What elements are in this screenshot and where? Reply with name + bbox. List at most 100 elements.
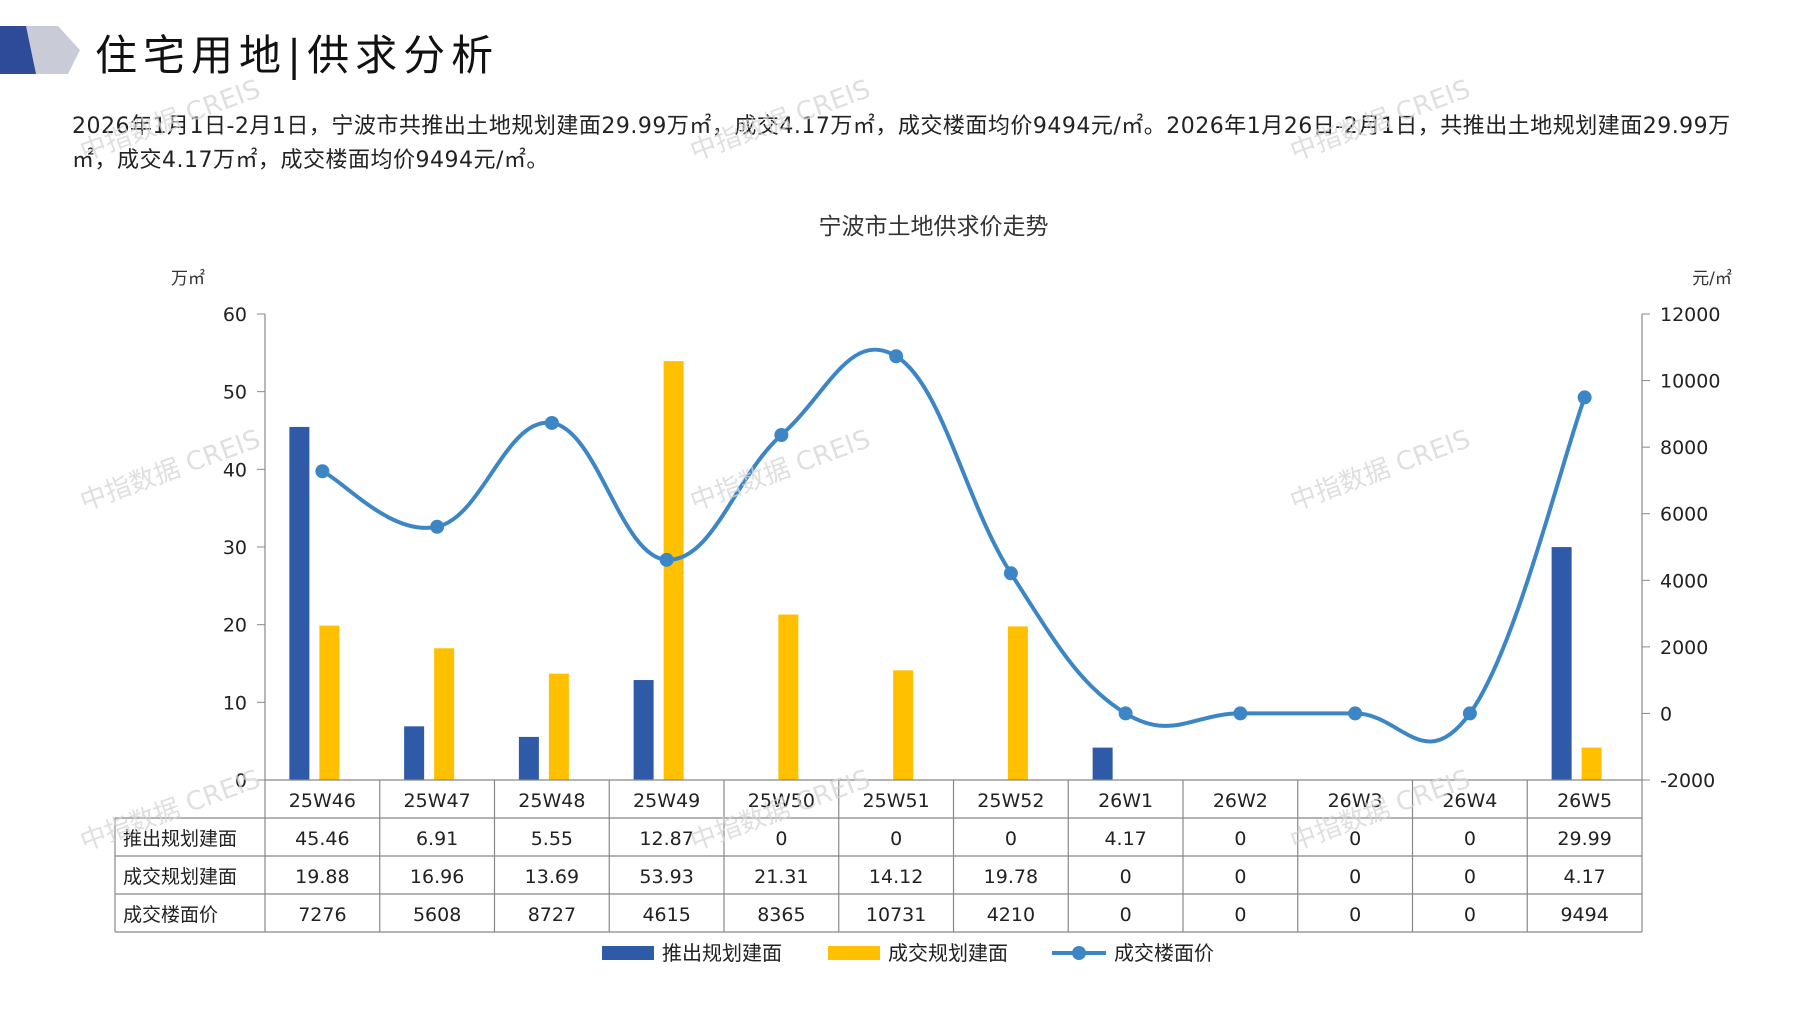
price-point xyxy=(1462,706,1477,721)
legend-marker-price xyxy=(1072,946,1086,960)
table-cell-value: 4.17 xyxy=(1563,866,1605,888)
legend-swatch-supply xyxy=(602,946,654,960)
x-category-label: 26W5 xyxy=(1557,790,1612,812)
price-line xyxy=(321,347,1587,744)
table-cell-value: 6.91 xyxy=(416,828,458,850)
right-tick-label: 6000 xyxy=(1660,504,1708,526)
right-tick-label: 8000 xyxy=(1660,437,1708,459)
table-cell-value: 19.88 xyxy=(295,866,349,888)
supply-bar xyxy=(1551,547,1572,780)
legend-label-deal: 成交规划建面 xyxy=(888,941,1008,965)
table-row-header: 推出规划建面 xyxy=(123,828,237,850)
table-cell-value: 19.78 xyxy=(984,866,1038,888)
table-row-header: 成交规划建面 xyxy=(123,866,237,888)
x-category-label: 25W48 xyxy=(518,790,585,812)
left-tick-label: 10 xyxy=(223,692,247,714)
left-tick-label: 60 xyxy=(223,304,247,326)
deal-bar xyxy=(778,614,799,780)
table-cell-value: 0 xyxy=(1005,828,1017,850)
table-cell-value: 0 xyxy=(1464,904,1476,926)
price-point xyxy=(430,519,445,534)
left-tick-label: 0 xyxy=(235,770,247,792)
table-cell-value: 0 xyxy=(1234,904,1246,926)
logo-light-block xyxy=(26,26,80,74)
table-cell-value: 8727 xyxy=(528,904,576,926)
x-category-label: 25W46 xyxy=(289,790,356,812)
right-tick-label: 10000 xyxy=(1660,371,1720,393)
deal-bar xyxy=(1581,747,1602,780)
x-category-label: 26W3 xyxy=(1328,790,1383,812)
summary-text: 2026年1月1日-2月1日，宁波市共推出土地规划建面29.99万㎡，成交4.1… xyxy=(72,114,1731,173)
table-cell-value: 45.46 xyxy=(295,828,349,850)
deal-bar xyxy=(1007,626,1028,780)
supply-bar xyxy=(633,680,654,780)
supply-bar xyxy=(404,726,425,780)
table-cell-value: 0 xyxy=(1349,904,1361,926)
table-cell-value: 16.96 xyxy=(410,866,464,888)
deal-bar xyxy=(663,361,684,780)
table-cell-value: 9494 xyxy=(1560,904,1608,926)
left-axis-unit: 万㎡ xyxy=(171,269,205,289)
x-category-label: 26W1 xyxy=(1098,790,1153,812)
table-cell-value: 21.31 xyxy=(754,866,808,888)
table-cell-value: 0 xyxy=(1464,828,1476,850)
right-tick-label: 2000 xyxy=(1660,637,1708,659)
x-category-label: 25W47 xyxy=(404,790,471,812)
table-row-header: 成交楼面价 xyxy=(123,904,218,926)
table-cell-value: 12.87 xyxy=(639,828,693,850)
table-cell-value: 4210 xyxy=(987,904,1035,926)
right-tick-label: 12000 xyxy=(1660,304,1720,326)
table-cell-value: 0 xyxy=(1464,866,1476,888)
brand-logo xyxy=(0,26,80,74)
deal-bar xyxy=(548,673,569,780)
table-cell-value: 4615 xyxy=(642,904,690,926)
left-tick-label: 50 xyxy=(223,382,247,404)
legend-label-supply: 推出规划建面 xyxy=(662,941,782,965)
supply-bar xyxy=(518,736,539,780)
supply-bar xyxy=(289,426,310,780)
price-point xyxy=(889,349,904,364)
price-point xyxy=(1348,706,1363,721)
price-point xyxy=(1577,390,1592,405)
x-category-label: 25W50 xyxy=(748,790,815,812)
table-cell-value: 14.12 xyxy=(869,866,923,888)
right-tick-label: 0 xyxy=(1660,703,1672,725)
x-category-label: 25W52 xyxy=(977,790,1044,812)
x-category-label: 26W4 xyxy=(1442,790,1497,812)
left-tick-label: 20 xyxy=(223,615,247,637)
price-point xyxy=(544,415,559,430)
x-category-label: 26W2 xyxy=(1213,790,1268,812)
price-point xyxy=(774,427,789,442)
x-category-label: 25W51 xyxy=(863,790,930,812)
price-point xyxy=(659,552,674,567)
table-cell-value: 0 xyxy=(1349,866,1361,888)
left-tick-label: 40 xyxy=(223,459,247,481)
page-title: 住宅用地|供求分析 xyxy=(95,31,500,80)
deal-bar xyxy=(893,670,914,780)
legend-swatch-deal xyxy=(828,946,880,960)
price-point xyxy=(1233,706,1248,721)
table-cell-value: 5608 xyxy=(413,904,461,926)
table-cell-value: 0 xyxy=(1234,828,1246,850)
right-axis-unit: 元/㎡ xyxy=(1692,269,1732,289)
deal-bar xyxy=(434,648,455,780)
table-cell-value: 0 xyxy=(1234,866,1246,888)
deal-bar xyxy=(319,625,340,780)
chart-title: 宁波市土地供求价走势 xyxy=(819,214,1049,240)
supply-bar xyxy=(1092,747,1113,780)
left-tick-label: 30 xyxy=(223,537,247,559)
table-cell-value: 0 xyxy=(775,828,787,850)
table-cell-value: 4.17 xyxy=(1104,828,1146,850)
price-point xyxy=(1003,566,1018,581)
table-cell-value: 0 xyxy=(1120,866,1132,888)
table-cell-value: 5.55 xyxy=(531,828,573,850)
table-cell-value: 13.69 xyxy=(525,866,579,888)
x-category-label: 25W49 xyxy=(633,790,700,812)
price-point xyxy=(315,464,330,479)
price-point xyxy=(1118,706,1133,721)
table-cell-value: 8365 xyxy=(757,904,805,926)
table-cell-value: 0 xyxy=(1349,828,1361,850)
right-tick-label: -2000 xyxy=(1660,770,1715,792)
right-tick-label: 4000 xyxy=(1660,570,1708,592)
